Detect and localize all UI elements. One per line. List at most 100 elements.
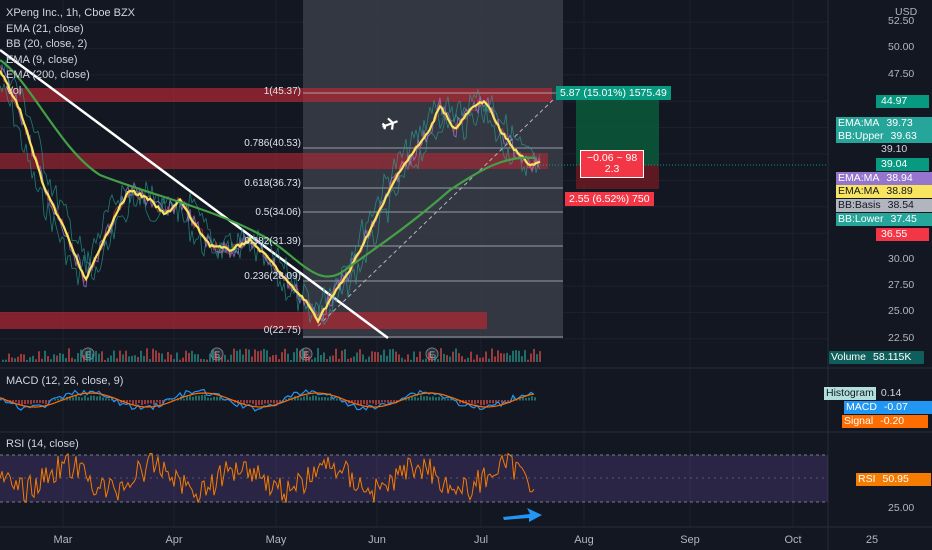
volume-bar — [266, 350, 268, 362]
symbol-title[interactable]: XPeng Inc., 1h, Cboe BZX — [6, 7, 136, 19]
volume-bar — [407, 354, 409, 362]
macd-histogram-bar — [411, 396, 413, 401]
target-label[interactable]: 5.87 (15.01%) 1575.49 — [556, 86, 671, 100]
arrow-icon[interactable] — [503, 508, 542, 522]
macd-histogram-bar — [51, 399, 53, 401]
volume-bar — [2, 359, 4, 362]
price-tag: 44.97 — [876, 95, 932, 108]
macd-line-tag: MACD -0.07 — [844, 401, 932, 414]
macd-histogram-bar — [255, 400, 257, 406]
currency-label[interactable]: USD — [895, 6, 918, 18]
volume-bar — [488, 358, 490, 362]
volume-bar — [428, 352, 430, 362]
indicator-ema9[interactable]: EMA (9, close) — [6, 53, 78, 66]
macd-histogram-bar — [216, 396, 218, 401]
price-tag-value: 36.55 — [876, 228, 929, 241]
time-tick: 25 — [865, 534, 879, 546]
macd-histogram-bar — [306, 395, 308, 401]
macd-histogram-bar — [27, 400, 29, 404]
macd-histogram-bar — [126, 400, 128, 403]
volume-bar — [200, 358, 202, 362]
rsi-line[interactable] — [0, 452, 535, 504]
price-tag: BB:Basis 38.54 — [836, 199, 932, 212]
price-tick: 27.50 — [888, 279, 915, 291]
volume-bar — [521, 356, 523, 362]
time-tick: Jun — [368, 534, 386, 546]
macd-signal-line[interactable] — [0, 392, 535, 408]
macd-histogram-bar — [300, 397, 302, 401]
macd-histogram-bar — [492, 400, 494, 404]
volume-bar — [65, 358, 67, 362]
position-info-box[interactable]: −0.06 ~ 98 2.3 — [580, 150, 645, 178]
resistance-zone[interactable] — [0, 88, 552, 102]
volume-bar — [11, 357, 13, 362]
macd-histogram-bar — [204, 394, 206, 401]
macd-histogram-bar — [414, 396, 416, 401]
macd-histogram-bar — [369, 400, 371, 404]
indicator-ema200[interactable]: EMA (200, close) — [6, 69, 90, 81]
price-tick: 50.00 — [888, 41, 915, 54]
price-tag-name: EMA:MA — [836, 185, 882, 198]
volume-bar — [353, 356, 355, 362]
position-info-line1: −0.06 ~ 98 — [587, 152, 638, 164]
macd-histogram-bar — [477, 400, 479, 404]
volume-bar — [452, 351, 454, 362]
macd-histogram-bar — [21, 400, 23, 406]
macd-histogram-bar — [294, 396, 296, 401]
volume-bar — [50, 359, 52, 362]
indicator-volume[interactable]: Vol — [6, 84, 22, 97]
airplane-icon[interactable] — [380, 116, 399, 133]
price-tick: 22.50 — [888, 331, 915, 344]
price-tag: EMA:MA 38.89 — [836, 185, 932, 198]
rsi-axis-tick: 25.00 — [888, 502, 915, 514]
svg-text:E: E — [214, 350, 220, 360]
rsi-title[interactable]: RSI (14, close) — [6, 438, 79, 450]
macd-histogram-bar — [441, 397, 443, 401]
volume-bar — [185, 350, 187, 362]
volume-bar — [359, 349, 361, 362]
macd-histogram-bar — [138, 400, 140, 404]
macd-histogram-bar — [519, 398, 521, 401]
volume-bar — [284, 348, 286, 362]
volume-bar — [248, 349, 250, 362]
macd-histogram-bar — [84, 395, 86, 401]
macd-histogram-bar — [354, 400, 356, 403]
macd-histogram-bar — [504, 400, 506, 402]
indicator-ema21[interactable]: EMA (21, close) — [6, 22, 84, 35]
macd-histogram-bar — [201, 395, 203, 401]
macd-histogram-bar — [36, 400, 38, 404]
volume-bar — [485, 351, 487, 362]
volume-bar — [239, 349, 241, 362]
macd-histogram-bar — [90, 395, 92, 401]
time-tick: Aug — [574, 534, 594, 546]
ema9-line[interactable] — [0, 70, 541, 324]
volume-bar — [449, 356, 451, 362]
support-zone[interactable] — [0, 312, 487, 329]
svg-text:E: E — [429, 350, 435, 360]
indicator-bb[interactable]: BB (20, close, 2) — [6, 38, 88, 50]
macd-histogram-bar — [330, 396, 332, 401]
price-tick: 47.50 — [888, 67, 915, 80]
projection-line[interactable] — [317, 97, 556, 327]
macd-title[interactable]: MACD (12, 26, close, 9) — [6, 375, 124, 387]
volume-bar — [41, 358, 43, 362]
volume-bar — [245, 348, 247, 362]
volume-tag-name: Volume — [831, 351, 867, 363]
macd-histogram-bar — [405, 398, 407, 401]
volume-bar — [173, 359, 175, 362]
macd-histogram-bar — [309, 396, 311, 401]
macd-histogram-bar — [171, 399, 173, 401]
fib-label: 1(45.37) — [263, 86, 301, 97]
stop-label[interactable]: 2.55 (6.52%) 750 — [565, 192, 654, 206]
volume-bar — [80, 349, 82, 362]
volume-bar — [479, 357, 481, 362]
macd-histogram-bar — [159, 400, 161, 405]
macd-histogram-bar — [534, 397, 536, 401]
ema200-line[interactable] — [0, 59, 536, 278]
price-tag-value: 38.89 — [881, 185, 932, 198]
macd-histogram-bar — [471, 400, 473, 404]
macd-line-name: MACD — [844, 401, 879, 414]
volume-bar — [116, 358, 118, 362]
volume-bar — [512, 350, 514, 362]
